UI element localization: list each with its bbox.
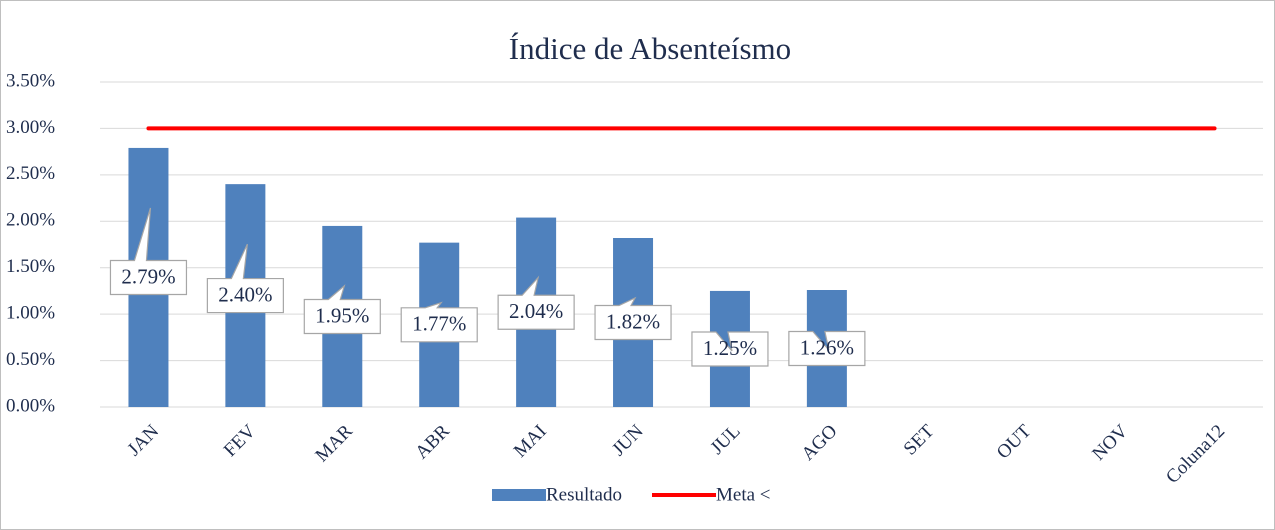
data-label: 1.77% (412, 312, 466, 336)
data-label: 2.04% (509, 299, 563, 323)
callout-shape (691, 331, 769, 367)
data-label-callout: 2.04% (497, 275, 575, 330)
callout-shape (206, 243, 284, 314)
callout-shape (400, 301, 478, 343)
legend-swatch (492, 489, 546, 501)
y-tick-label: 1.50% (6, 256, 55, 277)
data-label-callout: 1.26% (788, 330, 866, 367)
data-label-callout: 2.40% (206, 243, 284, 314)
y-tick-label: 2.00% (6, 210, 55, 231)
data-label-callout: 1.82% (594, 296, 672, 341)
callout-shape (594, 296, 672, 341)
data-label-callout: 1.95% (303, 284, 381, 335)
legend-label: Resultado (546, 484, 622, 505)
y-tick-label: 1.00% (6, 303, 55, 324)
legend-label: Meta < (716, 484, 771, 505)
data-label: 2.79% (121, 264, 175, 288)
data-label: 1.95% (315, 303, 369, 327)
data-label: 1.25% (703, 336, 757, 360)
callout-shape (497, 275, 575, 330)
callout-shape (788, 330, 866, 367)
chart-title: Índice de Absenteísmo (509, 31, 791, 66)
data-label: 1.26% (800, 335, 854, 359)
y-tick-label: 0.00% (6, 395, 55, 416)
data-label: 2.40% (218, 282, 272, 306)
data-label-callout: 2.79% (109, 207, 188, 296)
data-label-callout: 1.25% (691, 331, 769, 367)
data-label: 1.82% (606, 309, 660, 333)
callout-shape (109, 207, 188, 296)
y-tick-label: 3.00% (6, 117, 55, 138)
y-tick-label: 0.50% (6, 349, 55, 370)
callout-shape (303, 284, 381, 335)
y-tick-label: 3.50% (6, 70, 55, 91)
y-tick-label: 2.50% (6, 163, 55, 184)
data-label-callout: 1.77% (400, 301, 478, 343)
